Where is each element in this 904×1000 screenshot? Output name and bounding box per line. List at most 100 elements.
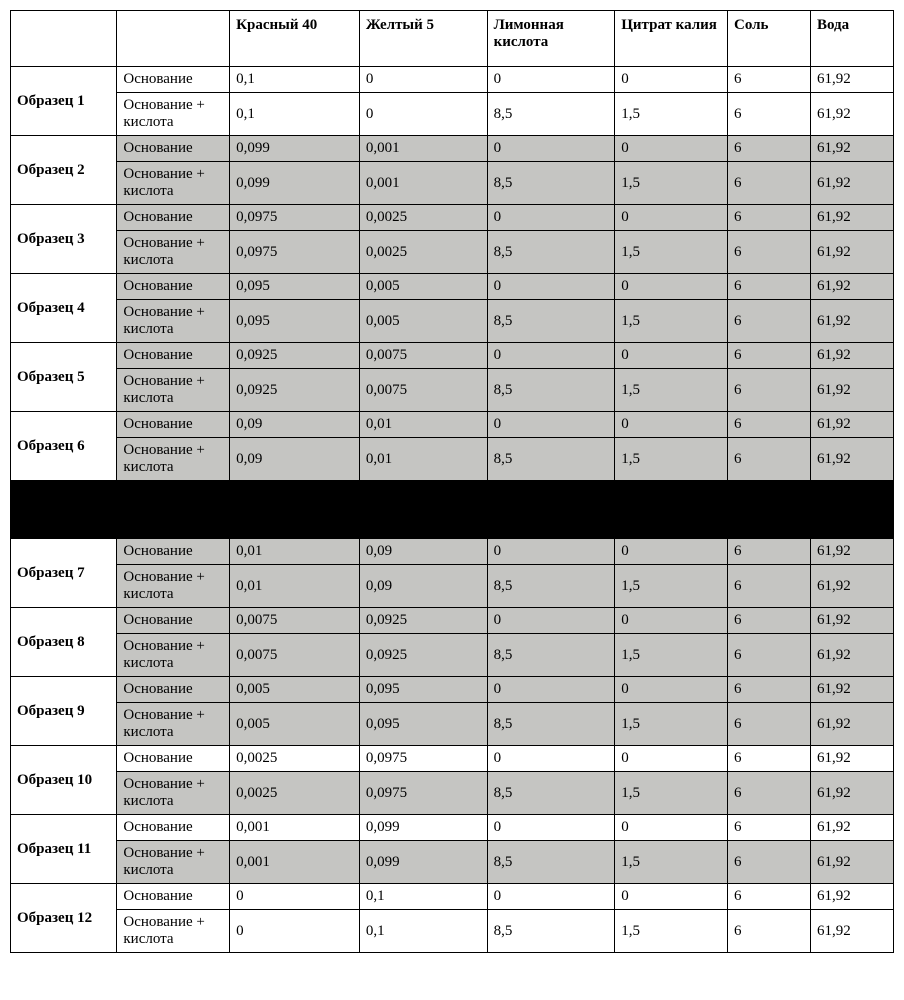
yellow5-value: 0,0025 bbox=[359, 205, 487, 231]
red40-value: 0,0925 bbox=[230, 369, 360, 412]
red40-value: 0,001 bbox=[230, 841, 360, 884]
yellow5-value: 0,095 bbox=[359, 703, 487, 746]
table-row: Образец 5Основание0,09250,007500661,92 bbox=[11, 343, 894, 369]
citric-acid-value: 8,5 bbox=[487, 162, 615, 205]
citric-acid-value: 0 bbox=[487, 67, 615, 93]
salt-value: 6 bbox=[728, 703, 811, 746]
red40-value: 0,1 bbox=[230, 93, 360, 136]
table-row: Основание + кислота0,09750,00258,51,5661… bbox=[11, 231, 894, 274]
citric-acid-value: 8,5 bbox=[487, 93, 615, 136]
salt-value: 6 bbox=[728, 136, 811, 162]
salt-value: 6 bbox=[728, 608, 811, 634]
salt-value: 6 bbox=[728, 910, 811, 953]
potassium-citrate-value: 1,5 bbox=[615, 772, 728, 815]
water-value: 61,92 bbox=[810, 438, 893, 481]
sample-label: Образец 5 bbox=[11, 343, 117, 412]
red40-value: 0,0975 bbox=[230, 231, 360, 274]
potassium-citrate-value: 1,5 bbox=[615, 162, 728, 205]
yellow5-value: 0,099 bbox=[359, 841, 487, 884]
citric-acid-value: 0 bbox=[487, 884, 615, 910]
citric-acid-value: 0 bbox=[487, 815, 615, 841]
yellow5-value: 0,1 bbox=[359, 884, 487, 910]
base-condition: Основание bbox=[117, 608, 230, 634]
citric-acid-value: 8,5 bbox=[487, 634, 615, 677]
base-condition: Основание + кислота bbox=[117, 162, 230, 205]
salt-value: 6 bbox=[728, 162, 811, 205]
table-row: Основание + кислота0,09250,00758,51,5661… bbox=[11, 369, 894, 412]
potassium-citrate-value: 1,5 bbox=[615, 231, 728, 274]
salt-value: 6 bbox=[728, 205, 811, 231]
red40-value: 0,09 bbox=[230, 412, 360, 438]
red40-value: 0,095 bbox=[230, 300, 360, 343]
yellow5-value: 0,0925 bbox=[359, 634, 487, 677]
water-value: 61,92 bbox=[810, 841, 893, 884]
salt-value: 6 bbox=[728, 343, 811, 369]
table-row: Основание + кислота0,00750,09258,51,5661… bbox=[11, 634, 894, 677]
red40-value: 0,095 bbox=[230, 274, 360, 300]
salt-value: 6 bbox=[728, 884, 811, 910]
citric-acid-value: 8,5 bbox=[487, 841, 615, 884]
potassium-citrate-value: 0 bbox=[615, 136, 728, 162]
salt-value: 6 bbox=[728, 815, 811, 841]
salt-value: 6 bbox=[728, 231, 811, 274]
red40-value: 0,09 bbox=[230, 438, 360, 481]
water-value: 61,92 bbox=[810, 205, 893, 231]
salt-value: 6 bbox=[728, 412, 811, 438]
water-value: 61,92 bbox=[810, 369, 893, 412]
sample-label: Образец 1 bbox=[11, 67, 117, 136]
table-body: Образец 1Основание0,1000661,92Основание … bbox=[11, 67, 894, 953]
water-value: 61,92 bbox=[810, 910, 893, 953]
divider-cell bbox=[11, 481, 894, 539]
potassium-citrate-value: 0 bbox=[615, 343, 728, 369]
yellow5-value: 0,09 bbox=[359, 565, 487, 608]
divider-row bbox=[11, 481, 894, 539]
red40-value: 0,0025 bbox=[230, 746, 360, 772]
water-value: 61,92 bbox=[810, 412, 893, 438]
sample-label: Образец 12 bbox=[11, 884, 117, 953]
salt-value: 6 bbox=[728, 67, 811, 93]
sample-label: Образец 10 bbox=[11, 746, 117, 815]
table-row: Основание + кислота00,18,51,5661,92 bbox=[11, 910, 894, 953]
citric-acid-value: 8,5 bbox=[487, 910, 615, 953]
sample-label: Образец 4 bbox=[11, 274, 117, 343]
citric-acid-value: 8,5 bbox=[487, 565, 615, 608]
base-condition: Основание bbox=[117, 815, 230, 841]
sample-label: Образец 2 bbox=[11, 136, 117, 205]
red40-value: 0,099 bbox=[230, 136, 360, 162]
yellow5-value: 0,0025 bbox=[359, 231, 487, 274]
salt-value: 6 bbox=[728, 565, 811, 608]
citric-acid-value: 0 bbox=[487, 412, 615, 438]
potassium-citrate-value: 1,5 bbox=[615, 565, 728, 608]
red40-value: 0 bbox=[230, 910, 360, 953]
header-sample bbox=[11, 11, 117, 67]
base-condition: Основание + кислота bbox=[117, 634, 230, 677]
potassium-citrate-value: 0 bbox=[615, 815, 728, 841]
sample-label: Образец 6 bbox=[11, 412, 117, 481]
yellow5-value: 0,001 bbox=[359, 162, 487, 205]
base-condition: Основание + кислота bbox=[117, 703, 230, 746]
citric-acid-value: 0 bbox=[487, 343, 615, 369]
table-row: Образец 4Основание0,0950,00500661,92 bbox=[11, 274, 894, 300]
water-value: 61,92 bbox=[810, 162, 893, 205]
potassium-citrate-value: 0 bbox=[615, 608, 728, 634]
citric-acid-value: 0 bbox=[487, 677, 615, 703]
sample-label: Образец 7 bbox=[11, 539, 117, 608]
base-condition: Основание + кислота bbox=[117, 910, 230, 953]
water-value: 61,92 bbox=[810, 539, 893, 565]
salt-value: 6 bbox=[728, 438, 811, 481]
table-row: Образец 8Основание0,00750,092500661,92 bbox=[11, 608, 894, 634]
header-red40: Красный 40 bbox=[230, 11, 360, 67]
yellow5-value: 0 bbox=[359, 93, 487, 136]
salt-value: 6 bbox=[728, 93, 811, 136]
potassium-citrate-value: 1,5 bbox=[615, 841, 728, 884]
table-row: Основание + кислота0,0050,0958,51,5661,9… bbox=[11, 703, 894, 746]
table-row: Образец 6Основание0,090,0100661,92 bbox=[11, 412, 894, 438]
base-condition: Основание + кислота bbox=[117, 300, 230, 343]
citric-acid-value: 0 bbox=[487, 608, 615, 634]
salt-value: 6 bbox=[728, 539, 811, 565]
yellow5-value: 0,09 bbox=[359, 539, 487, 565]
citric-acid-value: 8,5 bbox=[487, 703, 615, 746]
water-value: 61,92 bbox=[810, 772, 893, 815]
sample-label: Образец 3 bbox=[11, 205, 117, 274]
water-value: 61,92 bbox=[810, 67, 893, 93]
